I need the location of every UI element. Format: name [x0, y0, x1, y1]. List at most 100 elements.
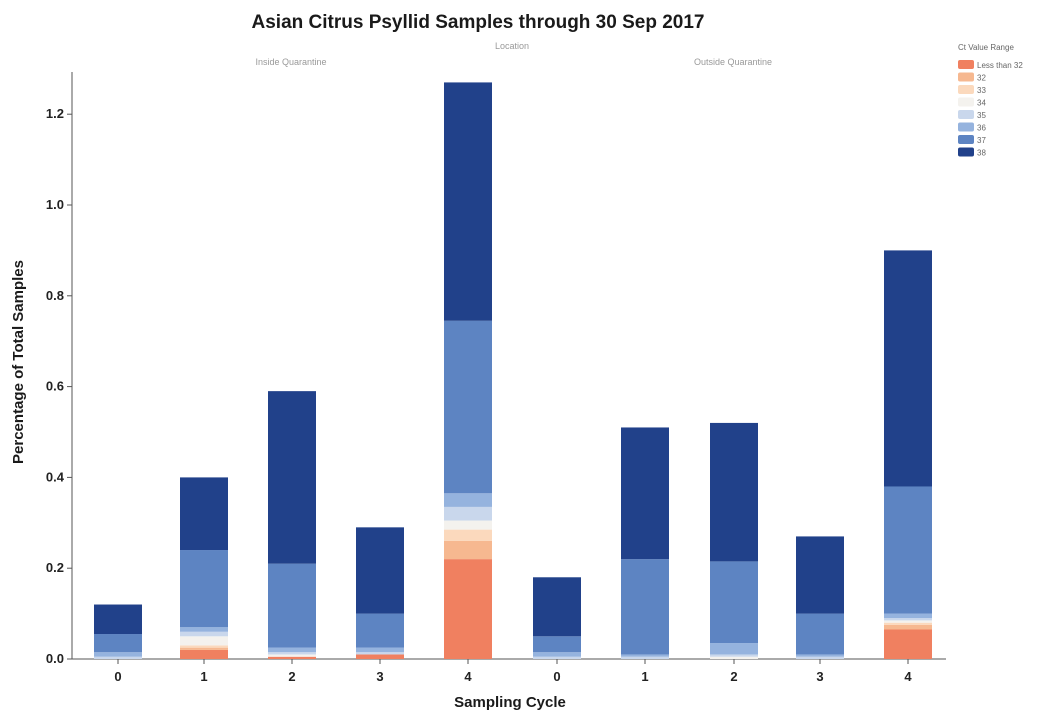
y-tick-label: 0.2 — [46, 560, 64, 575]
bar-segment — [94, 652, 142, 657]
bar-segment — [710, 654, 758, 657]
x-tick-label: 2 — [288, 669, 295, 684]
x-tick-label: 4 — [464, 669, 472, 684]
bar-segment — [533, 636, 581, 653]
chart-title: Asian Citrus Psyllid Samples through 30 … — [252, 12, 705, 33]
y-tick-label: 1.0 — [46, 197, 64, 212]
bar-segment — [621, 559, 669, 655]
legend-swatch — [958, 147, 974, 157]
bar-segment — [180, 627, 228, 632]
legend-entry: 36 — [977, 124, 986, 133]
x-tick-label: 2 — [730, 669, 737, 684]
bar-segment — [884, 250, 932, 487]
bar-segment — [444, 520, 492, 530]
y-tick-label: 1.2 — [46, 106, 64, 121]
y-axis-label: Percentage of Total Samples — [10, 260, 27, 464]
legend-entry: 35 — [977, 111, 986, 120]
bar-segment — [444, 506, 492, 521]
bar-segment — [268, 391, 316, 564]
bar-segment — [356, 647, 404, 653]
bar-segment — [180, 645, 228, 648]
facet-header: Location — [495, 41, 529, 51]
bar-segment — [533, 577, 581, 637]
bar-segment — [710, 656, 758, 659]
y-tick-label: 0.0 — [46, 651, 64, 666]
x-tick-label: 1 — [641, 669, 648, 684]
bar-segment — [796, 536, 844, 614]
legend-entry: 33 — [977, 86, 986, 95]
legend-swatch — [958, 97, 974, 107]
x-tick-label: 3 — [376, 669, 383, 684]
bar-segment — [884, 629, 932, 659]
legend-swatch — [958, 110, 974, 119]
bar-segment — [884, 624, 932, 630]
panel-label-inside: Inside Quarantine — [255, 57, 326, 67]
bar-segment — [94, 656, 142, 659]
bar-segment — [796, 656, 844, 659]
legend-entry: Less than 32 — [977, 61, 1023, 70]
bar-segment — [444, 540, 492, 560]
legend-entry: 32 — [977, 74, 986, 83]
bar-segment — [180, 636, 228, 646]
bar-segment — [268, 656, 316, 659]
bar-segment — [884, 620, 932, 623]
y-tick-label: 0.4 — [46, 469, 65, 484]
legend: Ct Value Range Less than 32 32 33 34 35 36 37 3… — [958, 43, 1023, 158]
bar-segment — [884, 613, 932, 619]
bar-segment — [180, 647, 228, 650]
x-tick-label: 3 — [816, 669, 823, 684]
bar-segment — [356, 613, 404, 648]
legend-entry: 37 — [977, 136, 986, 145]
x-tick-label: 0 — [553, 669, 560, 684]
y-ticks: 0.0 0.2 0.4 0.6 0.8 1.0 1.2 — [46, 106, 72, 666]
y-tick-label: 0.8 — [46, 288, 64, 303]
bar-segment — [94, 604, 142, 635]
legend-title: Ct Value Range — [958, 43, 1014, 52]
bar-segment — [796, 613, 844, 655]
bar-segment — [710, 561, 758, 644]
bar-segment — [444, 82, 492, 321]
bar-segment — [533, 652, 581, 657]
legend-swatch — [958, 60, 974, 69]
bar-segment — [621, 656, 669, 659]
bar-segment — [621, 427, 669, 560]
bar-segment — [444, 559, 492, 659]
x-tick-label: 0 — [114, 669, 121, 684]
legend-swatch — [958, 72, 974, 82]
bar-segment — [710, 422, 758, 562]
bar-segment — [268, 652, 316, 655]
bar-segment — [710, 643, 758, 655]
panel-label-outside: Outside Quarantine — [694, 57, 772, 67]
legend-swatch — [958, 85, 974, 94]
bar-segment — [796, 654, 844, 657]
bar-segment — [621, 654, 669, 657]
x-axis-label: Sampling Cycle — [454, 694, 566, 711]
legend-swatch — [958, 135, 974, 144]
bar-segment — [533, 656, 581, 659]
bar-segment — [444, 320, 492, 494]
bar-segment — [268, 654, 316, 657]
bar-segment — [180, 477, 228, 551]
bar-segment — [268, 647, 316, 653]
bars — [94, 82, 932, 659]
legend-entry: 34 — [977, 99, 986, 108]
y-tick-label: 0.6 — [46, 379, 64, 394]
bar-segment — [268, 563, 316, 648]
bar-segment — [356, 652, 404, 655]
bar-segment — [444, 493, 492, 507]
x-tick-label: 4 — [904, 669, 912, 684]
bar-segment — [884, 618, 932, 621]
bar-segment — [884, 622, 932, 625]
legend-swatch — [958, 122, 974, 132]
bar-segment — [356, 654, 404, 659]
bar-segment — [180, 649, 228, 659]
bar-segment — [356, 527, 404, 614]
bar-segment — [94, 634, 142, 653]
bar-segment — [180, 631, 228, 637]
bar-segment — [180, 550, 228, 628]
x-tick-label: 1 — [200, 669, 207, 684]
x-ticks: 0 1 2 3 4 0 1 2 3 4 — [114, 659, 912, 684]
bar-segment — [884, 486, 932, 614]
legend-entry: 38 — [977, 149, 986, 158]
